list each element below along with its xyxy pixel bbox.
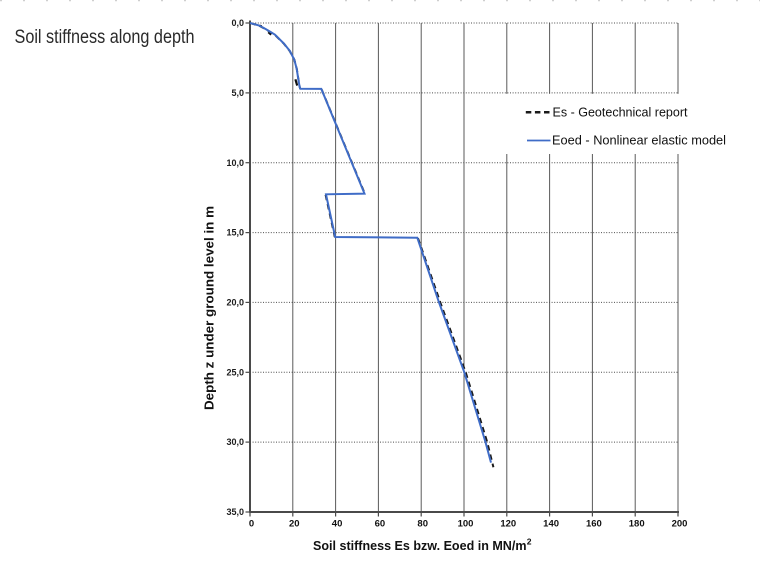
svg-text:40: 40: [332, 519, 343, 530]
svg-text:Es - Geotechnical report: Es - Geotechnical report: [553, 104, 688, 119]
svg-text:80: 80: [417, 519, 428, 530]
svg-text:Soil stiffness Es bzw. Eoed in: Soil stiffness Es bzw. Eoed in MN/m: [313, 538, 527, 553]
svg-text:200: 200: [672, 519, 688, 530]
svg-text:100: 100: [458, 519, 474, 530]
svg-text:160: 160: [586, 519, 602, 530]
svg-text:Depth z under ground level in: Depth z under ground level in m: [202, 206, 217, 410]
svg-text:5,0: 5,0: [231, 88, 244, 98]
svg-text:140: 140: [543, 519, 559, 530]
svg-text:20,0: 20,0: [226, 298, 244, 308]
svg-text:35,0: 35,0: [226, 507, 244, 517]
svg-text:180: 180: [629, 519, 645, 530]
svg-text:60: 60: [375, 519, 386, 530]
svg-text:Soil stiffness along depth: Soil stiffness along depth: [15, 26, 195, 48]
svg-text:20: 20: [289, 519, 300, 530]
svg-text:Eoed - Nonlinear elastic model: Eoed - Nonlinear elastic model: [552, 132, 726, 147]
svg-text:25,0: 25,0: [226, 367, 244, 377]
svg-text:120: 120: [500, 519, 516, 530]
svg-text:15,0: 15,0: [226, 228, 244, 238]
svg-text:30,0: 30,0: [226, 437, 244, 447]
svg-text:2: 2: [527, 537, 532, 547]
svg-text:0,0: 0,0: [231, 18, 244, 28]
svg-text:0: 0: [249, 519, 254, 530]
svg-text:10,0: 10,0: [226, 158, 244, 168]
